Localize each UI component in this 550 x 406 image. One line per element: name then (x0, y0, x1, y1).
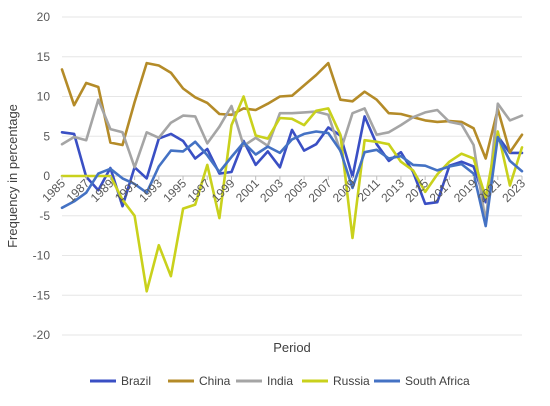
x-tick-label: 2007 (306, 176, 335, 205)
y-tick-label: 10 (37, 90, 51, 104)
legend-label-china: China (199, 374, 231, 388)
y-tick-label: -15 (33, 288, 51, 302)
y-tick-label: 20 (37, 10, 51, 24)
x-tick-label: 1993 (136, 176, 165, 205)
x-tick-label: 1997 (185, 176, 214, 205)
x-tick-label: 1995 (160, 176, 189, 205)
y-tick-label: 15 (37, 50, 51, 64)
x-tick-label: 2005 (281, 176, 310, 205)
series-line-china (60, 61, 524, 160)
legend-label-russia: Russia (333, 374, 370, 388)
series-line-south-africa (60, 130, 524, 228)
series-line-russia (60, 95, 524, 293)
y-tick-label: -10 (33, 249, 51, 263)
y-tick-label: -5 (39, 209, 50, 223)
y-axis-ticks: 20 15 10 5 0 -5 -10 -15 -20 (33, 10, 51, 342)
y-axis-title: Frequency in percentage (5, 104, 20, 248)
series-line-india (60, 98, 524, 224)
y-tick-label: -20 (33, 328, 51, 342)
x-tick-label: 1999 (209, 176, 238, 205)
y-tick-label: 5 (43, 129, 50, 143)
x-tick-label: 2017 (427, 176, 456, 205)
x-axis-title: Period (273, 340, 311, 355)
x-tick-label: 2023 (499, 176, 528, 205)
legend-label-south-africa: South Africa (405, 374, 470, 388)
legend: Brazil China India Russia South Africa (90, 374, 470, 388)
x-tick-label: 2001 (233, 176, 262, 205)
legend-label-india: India (267, 374, 293, 388)
series-line-brazil (60, 115, 524, 208)
x-tick-label: 2013 (378, 176, 407, 205)
x-tick-label: 2003 (257, 176, 286, 205)
gridlines (62, 16, 522, 336)
y-tick-label: 0 (43, 169, 50, 183)
legend-label-brazil: Brazil (121, 374, 151, 388)
x-tick-label: 1991 (112, 176, 141, 205)
series-lines (60, 61, 524, 293)
